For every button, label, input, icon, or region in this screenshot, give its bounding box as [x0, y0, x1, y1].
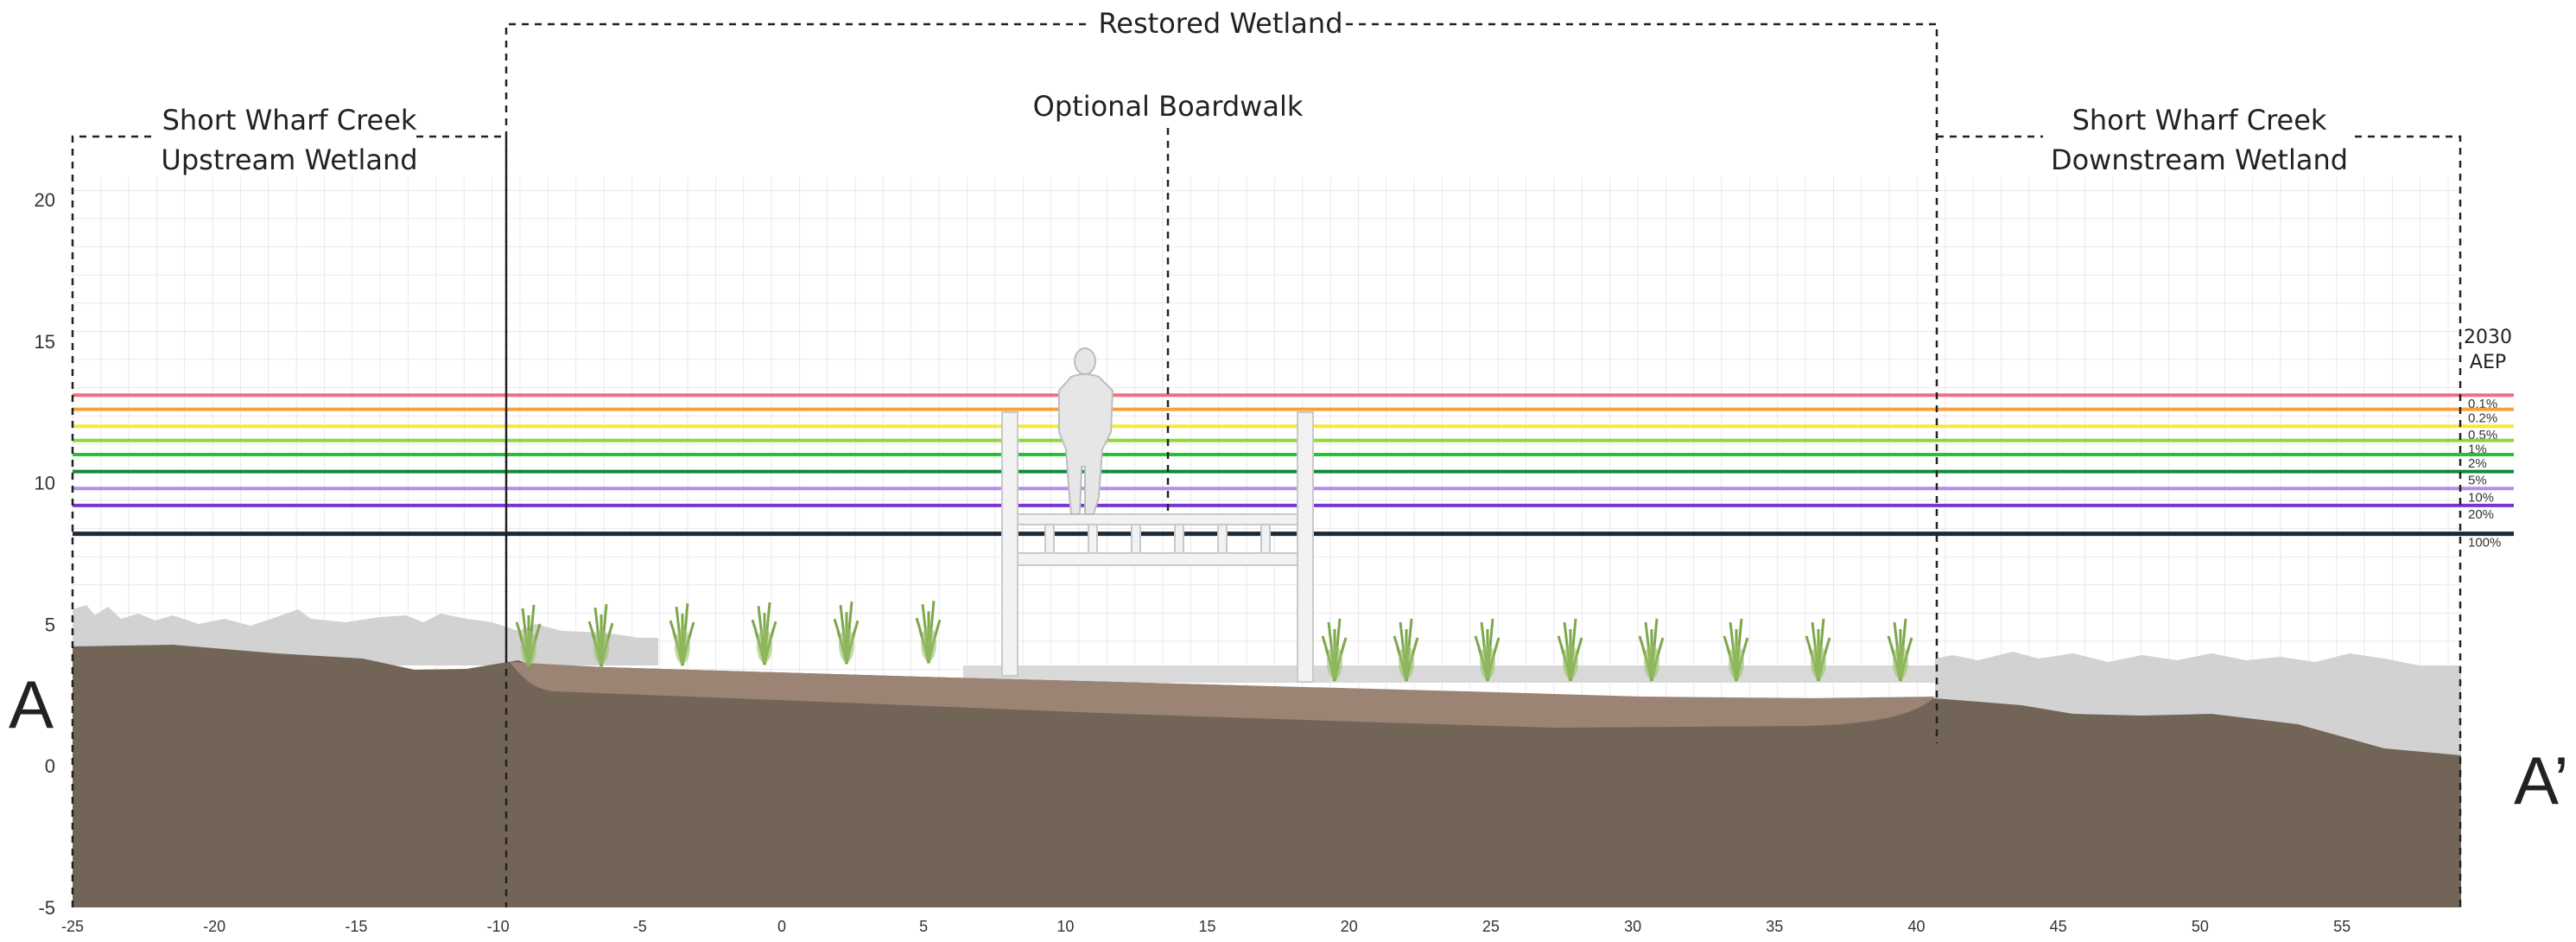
- x-tick-label: 20: [1341, 918, 1358, 935]
- reed-plant-icon: [833, 601, 860, 665]
- flood-level-label: 2%: [2468, 456, 2487, 471]
- flood-level-label: 20%: [2468, 507, 2494, 522]
- x-tick-label: 55: [2333, 918, 2351, 935]
- x-tick-label: 25: [1482, 918, 1500, 935]
- y-tick-label: 15: [35, 331, 55, 353]
- restored-zone-bracket: [504, 22, 1938, 743]
- boardwalk-label: Optional Boardwalk: [1033, 90, 1304, 123]
- boardwalk-deck: [1017, 513, 1298, 525]
- x-tick-label: 5: [919, 918, 928, 935]
- reed-plant-icon: [915, 601, 942, 664]
- restored-marsh-band: [963, 665, 1935, 683]
- upstream-zone-label-line2: Upstream Wetland: [161, 143, 417, 176]
- reed-plant-icon: [1723, 618, 1749, 682]
- downstream-zone-label-line1: Short Wharf Creek: [2072, 104, 2327, 137]
- x-tick-label: 10: [1056, 918, 1074, 935]
- reed-plant-icon: [587, 603, 614, 667]
- x-tick-label: 30: [1624, 918, 1641, 935]
- y-axis-ticks: 20 15 10 5 0 -5: [35, 189, 55, 919]
- boardwalk-post-left: [1001, 411, 1018, 677]
- reed-plant-icon: [669, 602, 695, 666]
- y-tick-label: 10: [35, 473, 55, 494]
- y-tick-label: 0: [45, 755, 55, 777]
- y-tick-label: 20: [35, 189, 55, 211]
- flood-level-label: 0.2%: [2468, 411, 2497, 426]
- y-tick-label: 5: [45, 614, 55, 635]
- reed-plant-icon: [1393, 618, 1419, 682]
- boardwalk-post-right: [1297, 411, 1314, 683]
- x-tick-label: 40: [1907, 918, 1925, 935]
- upstream-zone-label-line1: Short Wharf Creek: [162, 104, 417, 137]
- x-tick-label: 45: [2050, 918, 2067, 935]
- aep-legend-title-line2: AEP: [2470, 352, 2506, 373]
- x-tick-label: 35: [1766, 918, 1783, 935]
- x-tick-label: 0: [777, 918, 786, 935]
- x-axis-ticks: -25 -20 -15 -10 -5 0 5 10 15 20 25 30 35 40 45 50 55: [61, 918, 2351, 935]
- reed-plant-icon: [515, 604, 542, 668]
- downstream-zone-bracket: [1937, 135, 2462, 907]
- reed-plant-icon: [1557, 618, 1583, 682]
- reed-plant-icon: [1805, 618, 1831, 682]
- flood-level-label: 100%: [2468, 536, 2501, 551]
- boardwalk-beam: [1017, 552, 1298, 566]
- reed-plant-icon: [1638, 618, 1665, 682]
- x-tick-label: 15: [1199, 918, 1216, 935]
- boardwalk-structure: [1001, 411, 1314, 683]
- section-start-label: A: [9, 666, 54, 742]
- x-tick-label: -20: [203, 918, 225, 935]
- reed-plant-icon: [1474, 618, 1501, 682]
- reed-plant-icon: [1887, 618, 1913, 682]
- upstream-zone-bracket: [71, 135, 508, 907]
- y-tick-label: -5: [38, 897, 55, 919]
- x-tick-label: -25: [61, 918, 84, 935]
- restored-wetland-fill: [510, 662, 1935, 728]
- flood-level-lines: 0.1%0.2%0.5%1%2%5%10%20%100%: [73, 393, 2514, 551]
- reed-plant-icon: [1321, 618, 1348, 682]
- x-tick-label: -15: [345, 918, 367, 935]
- flood-level-label: 5%: [2468, 474, 2487, 488]
- section-end-label: A’: [2514, 742, 2569, 818]
- x-tick-label: -10: [487, 918, 510, 935]
- wetland-plants: [515, 601, 1913, 682]
- x-tick-label: 50: [2192, 918, 2209, 935]
- reed-plant-icon: [751, 602, 777, 665]
- x-tick-label: -5: [633, 918, 647, 935]
- flood-level-label: 10%: [2468, 490, 2494, 505]
- person-silhouette-icon: [1058, 347, 1114, 515]
- downstream-zone-label-line2: Downstream Wetland: [2051, 143, 2348, 176]
- aep-legend-title-line1: 2030: [2464, 327, 2512, 348]
- restored-zone-label: Restored Wetland: [1099, 7, 1343, 40]
